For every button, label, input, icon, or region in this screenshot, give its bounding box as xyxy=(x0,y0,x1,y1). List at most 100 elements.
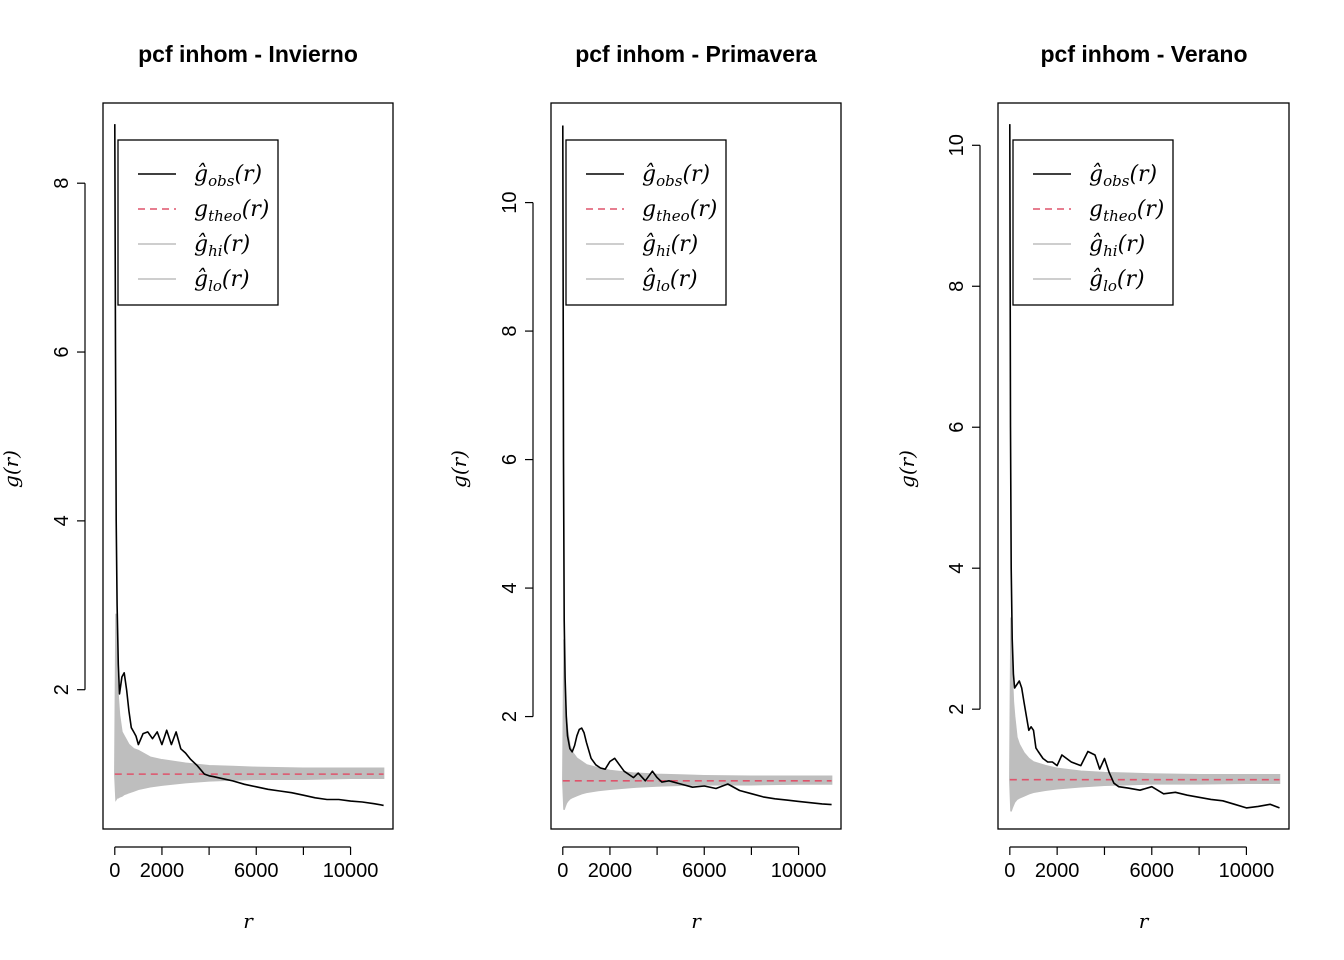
y-tick-label: 8 xyxy=(946,281,968,292)
y-tick-label: 6 xyxy=(946,422,968,433)
legend-label-hi: ĝhi(r) xyxy=(642,232,698,260)
y-tick-label: 8 xyxy=(499,326,521,337)
x-tick-label: 2000 xyxy=(588,860,633,882)
legend-label-obs: ĝobs(r) xyxy=(1089,162,1157,190)
envelope-band xyxy=(114,613,385,802)
x-tick-label: 10000 xyxy=(771,860,827,882)
y-tick-label: 4 xyxy=(946,563,968,574)
legend-main: ĝ xyxy=(194,267,208,292)
x-tick-label: 10000 xyxy=(323,860,379,882)
y-axis-label: g(r) xyxy=(0,450,23,488)
y-tick-label: 2 xyxy=(946,704,968,715)
legend-arg: (r) xyxy=(1129,162,1157,187)
y-tick-label: 10 xyxy=(946,134,968,156)
legend-arg: (r) xyxy=(222,267,250,292)
legend-box xyxy=(565,139,727,306)
x-tick-label: 10000 xyxy=(1219,860,1275,882)
legend-arg: (r) xyxy=(682,162,710,187)
envelope-band xyxy=(562,639,833,810)
x-tick-label: 2000 xyxy=(1035,860,1080,882)
legend-sub: hi xyxy=(656,242,671,260)
legend-sub: hi xyxy=(208,242,223,260)
x-tick-label: 2000 xyxy=(140,860,185,882)
legend-arg: (r) xyxy=(1137,197,1165,222)
legend-label-theo: gtheo(r) xyxy=(642,197,717,225)
legend-sub: theo xyxy=(1103,207,1137,225)
x-tick-label: 0 xyxy=(557,860,568,882)
legend-sub: theo xyxy=(208,207,242,225)
y-axis-label: g(r) xyxy=(895,450,919,488)
obs-line xyxy=(1008,124,1280,809)
legend-arg: (r) xyxy=(234,162,262,187)
legend-main: ĝ xyxy=(642,162,656,187)
legend-sub: hi xyxy=(1103,242,1118,260)
x-axis-label: r xyxy=(1139,909,1150,933)
legend-label-theo: gtheo(r) xyxy=(194,197,269,225)
plot-frame xyxy=(997,102,1290,830)
legend-main: g xyxy=(642,197,656,222)
legend-sub: lo xyxy=(656,277,670,295)
legend-sub: lo xyxy=(1103,277,1117,295)
chart-panel-2: pcf inhom - Primavera 0 2000 6000 10000 r 2 4 6 8… xyxy=(447,41,842,933)
y-tick-label: 2 xyxy=(499,711,521,722)
obs-line xyxy=(114,124,384,807)
legend-main: g xyxy=(194,197,208,222)
legend-main: ĝ xyxy=(642,232,656,257)
x-tick-label: 0 xyxy=(109,860,120,882)
legend-sub: lo xyxy=(208,277,222,295)
legend-label-obs: ĝobs(r) xyxy=(194,162,262,190)
plot-frame xyxy=(550,102,842,830)
legend-arg: (r) xyxy=(1117,267,1145,292)
y-axis-label: g(r) xyxy=(447,450,471,488)
y-tick-label: 8 xyxy=(51,178,73,189)
y-tick-label: 4 xyxy=(51,515,73,526)
legend-main: ĝ xyxy=(642,267,656,292)
legend-main: ĝ xyxy=(1089,232,1103,257)
legend-label-lo: ĝlo(r) xyxy=(642,267,698,295)
legend-sub: obs xyxy=(1103,172,1130,190)
y-tick-label: 4 xyxy=(499,583,521,594)
chart-title: pcf inhom - Primavera xyxy=(575,41,817,67)
legend-box xyxy=(117,139,279,306)
x-axis-label: r xyxy=(243,909,254,933)
y-tick-label: 10 xyxy=(499,191,521,213)
legend-label-hi: ĝhi(r) xyxy=(1089,232,1145,260)
x-tick-label: 6000 xyxy=(234,860,279,882)
legend-main: ĝ xyxy=(194,162,208,187)
legend-main: ĝ xyxy=(1089,162,1103,187)
legend: ĝobs(r)gtheo(r)ĝhi(r)ĝlo(r) xyxy=(565,139,727,306)
legend-label-lo: ĝlo(r) xyxy=(1089,267,1145,295)
legend-main: ĝ xyxy=(194,232,208,257)
x-axis-label: r xyxy=(691,909,702,933)
obs-line xyxy=(561,125,832,806)
legend-sub: obs xyxy=(656,172,683,190)
legend-arg: (r) xyxy=(670,267,698,292)
legend-label-hi: ĝhi(r) xyxy=(194,232,250,260)
legend: ĝobs(r)gtheo(r)ĝhi(r)ĝlo(r) xyxy=(1012,139,1174,306)
legend-label-lo: ĝlo(r) xyxy=(194,267,250,295)
legend-arg: (r) xyxy=(671,232,699,257)
y-tick-label: 2 xyxy=(51,684,73,695)
legend-box xyxy=(1012,139,1174,306)
legend-sub: theo xyxy=(656,207,690,225)
chart-title: pcf inhom - Verano xyxy=(1040,41,1247,67)
chart-title: pcf inhom - Invierno xyxy=(138,41,358,67)
legend-label-theo: gtheo(r) xyxy=(1089,197,1164,225)
legend-main: ĝ xyxy=(1089,267,1103,292)
legend-arg: (r) xyxy=(690,197,718,222)
x-tick-label: 6000 xyxy=(682,860,727,882)
chart-panel-3: pcf inhom - Verano 0 2000 6000 10000 r 2 4 6 8 10 g… xyxy=(895,41,1290,933)
x-tick-label: 6000 xyxy=(1130,860,1175,882)
legend-arg: (r) xyxy=(242,197,270,222)
y-tick-label: 6 xyxy=(499,454,521,465)
plot-frame xyxy=(102,102,394,830)
x-tick-label: 0 xyxy=(1004,860,1015,882)
legend-arg: (r) xyxy=(1118,232,1146,257)
legend-main: g xyxy=(1089,197,1103,222)
chart-panel-1: pcf inhom - Invierno 0 2000 6000 10000 r 2 4 6 8 g… xyxy=(0,41,394,933)
legend: ĝobs(r)gtheo(r)ĝhi(r)ĝlo(r) xyxy=(117,139,279,306)
y-tick-label: 6 xyxy=(51,346,73,357)
legend-label-obs: ĝobs(r) xyxy=(642,162,710,190)
envelope-band xyxy=(1009,617,1281,812)
